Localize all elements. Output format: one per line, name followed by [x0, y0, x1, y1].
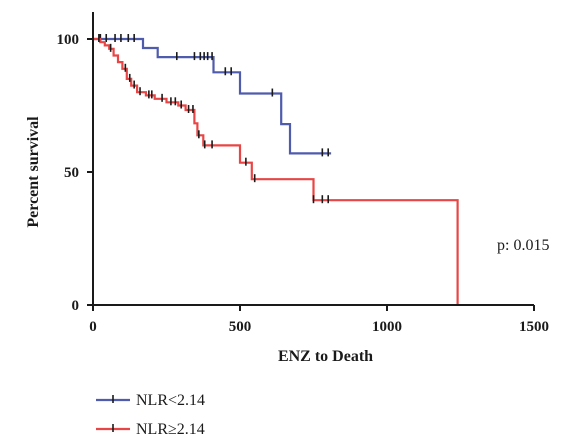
y-tick-label: 100	[57, 32, 80, 48]
x-tick-label: 1000	[372, 319, 402, 335]
series-line	[93, 37, 332, 155]
x-axis-title: ENZ to Death	[278, 348, 373, 365]
x-tick-label: 500	[229, 319, 252, 335]
series-line	[93, 37, 459, 305]
x-tick-label: 0	[89, 319, 97, 335]
legend-label: NLR<2.14	[136, 392, 205, 409]
legend-label: NLR≥2.14	[136, 421, 205, 438]
y-tick-label: 0	[72, 298, 80, 314]
legend: NLR<2.14 NLR≥2.14	[96, 392, 205, 438]
axes: 0 500 1000 1500 0 50 100	[57, 12, 549, 335]
y-axis-title: Percent survival	[25, 116, 42, 228]
plot-area	[93, 34, 459, 305]
p-value-annotation: p: 0.015	[497, 237, 549, 254]
x-tick-label: 1500	[519, 319, 549, 335]
y-tick-label: 50	[64, 165, 79, 181]
